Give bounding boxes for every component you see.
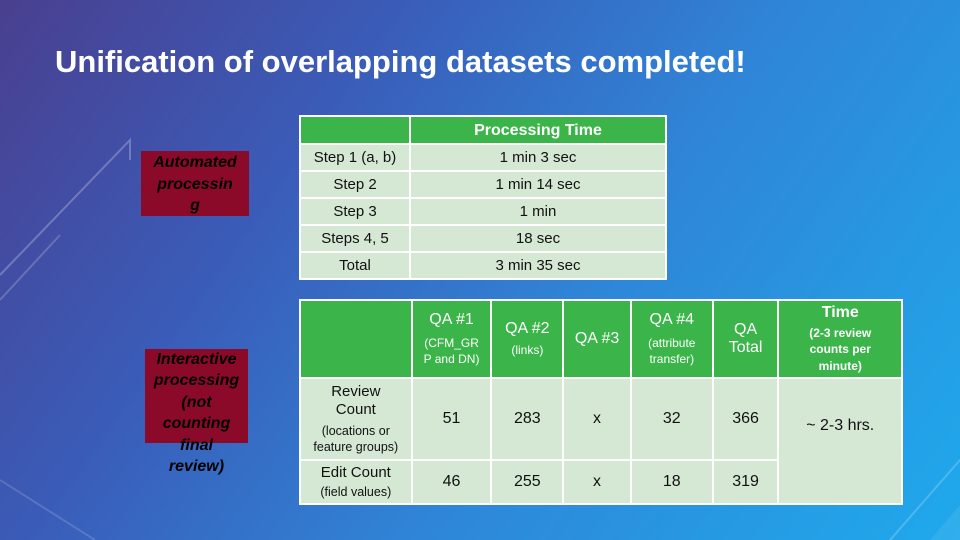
- row-sublabel-line: (locations or: [321, 424, 390, 438]
- qa1-value: 46: [410, 459, 493, 505]
- qa2-header: QA #2 (links): [490, 299, 565, 379]
- time-cell: 1 min 14 sec: [409, 170, 667, 199]
- time-cell: 18 sec: [409, 224, 667, 253]
- interactive-processing-label: Interactive processing (not counting fin…: [145, 349, 248, 475]
- table-row: Steps 4, 5 18 sec: [299, 224, 667, 253]
- time-cell: 1 min: [409, 197, 667, 226]
- review-count-label: Review Count (locations or feature group…: [299, 377, 413, 461]
- processing-time-table: Processing Time Step 1 (a, b) 1 min 3 se…: [299, 115, 667, 280]
- qa1-subtitle: P and DN): [423, 352, 480, 366]
- table-row: Review Count (locations or feature group…: [299, 377, 903, 505]
- interactive-label-line: review): [168, 458, 225, 476]
- qa1-value: 51: [410, 377, 493, 461]
- table-row: Step 1 (a, b) 1 min 3 sec: [299, 143, 667, 172]
- step-cell: Total: [299, 251, 411, 280]
- time-cell: 3 min 35 sec: [409, 251, 667, 280]
- interactive-label-line: counting: [162, 415, 231, 433]
- automated-processing-label: Automated processin g: [141, 151, 249, 216]
- table-row: Step 2 1 min 14 sec: [299, 170, 667, 199]
- automated-label-line: Automated: [153, 154, 237, 171]
- row-label-line: Review: [331, 383, 381, 400]
- qa-total-header: QA Total: [711, 299, 780, 379]
- qa2-value: 255: [490, 459, 565, 505]
- time-value: ~ 2-3 hrs.: [777, 377, 903, 505]
- qa4-value: 32: [629, 377, 714, 461]
- step-cell: Steps 4, 5: [299, 224, 411, 253]
- qa-total-title: QA: [734, 321, 758, 338]
- table-row: Edit Count (field values) 46 255 x 18 31…: [299, 459, 902, 505]
- page-title: Unification of overlapping datasets comp…: [55, 44, 746, 79]
- step-cell: Step 3: [299, 197, 411, 226]
- header-empty-cell: [299, 115, 411, 145]
- row-label-line: Edit Count: [320, 464, 391, 481]
- header-empty-cell: [299, 299, 413, 379]
- qa4-header: QA #4 (attribute transfer): [629, 299, 714, 379]
- table-row: Total 3 min 35 sec: [299, 251, 667, 280]
- time-cell: 1 min 3 sec: [409, 143, 667, 172]
- qa4-title: QA #4: [649, 311, 695, 328]
- step-cell: Step 1 (a, b): [299, 143, 411, 172]
- automated-label-line: processin: [157, 175, 233, 193]
- table-header-row: Processing Time: [299, 115, 667, 145]
- table-header-row: QA #1 (CFM_GR P and DN) QA #2 (links) QA…: [299, 299, 903, 379]
- interactive-label-line: processing: [153, 372, 240, 390]
- time-header: Time (2-3 review counts per minute): [777, 299, 903, 379]
- qa3-header: QA #3: [562, 299, 632, 379]
- row-sublabel-line: feature groups): [313, 440, 399, 454]
- table-row: Step 3 1 min: [299, 197, 667, 226]
- interactive-label-line: Interactive: [156, 351, 237, 368]
- time-subtitle: counts per: [809, 342, 871, 357]
- interactive-label-line: final: [180, 436, 213, 454]
- interactive-label-line: (not: [181, 393, 212, 411]
- qa4-subtitle: transfer): [649, 352, 695, 366]
- qa-review-table: QA #1 (CFM_GR P and DN) QA #2 (links) QA…: [299, 299, 903, 505]
- time-title: Time: [821, 303, 859, 321]
- qa3-title: QA #3: [574, 330, 620, 347]
- qa-total-value: 319: [711, 459, 780, 505]
- qa4-subtitle: (attribute: [648, 336, 696, 350]
- row-sublabel-line: (field values): [320, 485, 392, 499]
- qa2-title: QA #2: [505, 320, 550, 337]
- row-label-line: Count: [335, 401, 376, 418]
- qa1-title: QA #1: [429, 311, 474, 328]
- qa3-value: x: [562, 459, 632, 505]
- automated-label-line: g: [190, 197, 200, 214]
- qa-total-title: Total: [728, 339, 763, 356]
- qa2-subtitle: (links): [511, 343, 544, 357]
- qa4-value: 18: [629, 459, 714, 505]
- edit-count-label: Edit Count (field values): [299, 459, 413, 505]
- time-subtitle: (2-3 review: [809, 325, 872, 340]
- qa-total-value: 366: [711, 377, 780, 461]
- qa2-value: 283: [490, 377, 565, 461]
- processing-time-header: Processing Time: [409, 115, 667, 145]
- qa1-subtitle: (CFM_GR: [424, 336, 479, 350]
- qa1-header: QA #1 (CFM_GR P and DN): [410, 299, 493, 379]
- time-subtitle: minute): [818, 358, 862, 373]
- step-cell: Step 2: [299, 170, 411, 199]
- qa3-value: x: [562, 377, 632, 461]
